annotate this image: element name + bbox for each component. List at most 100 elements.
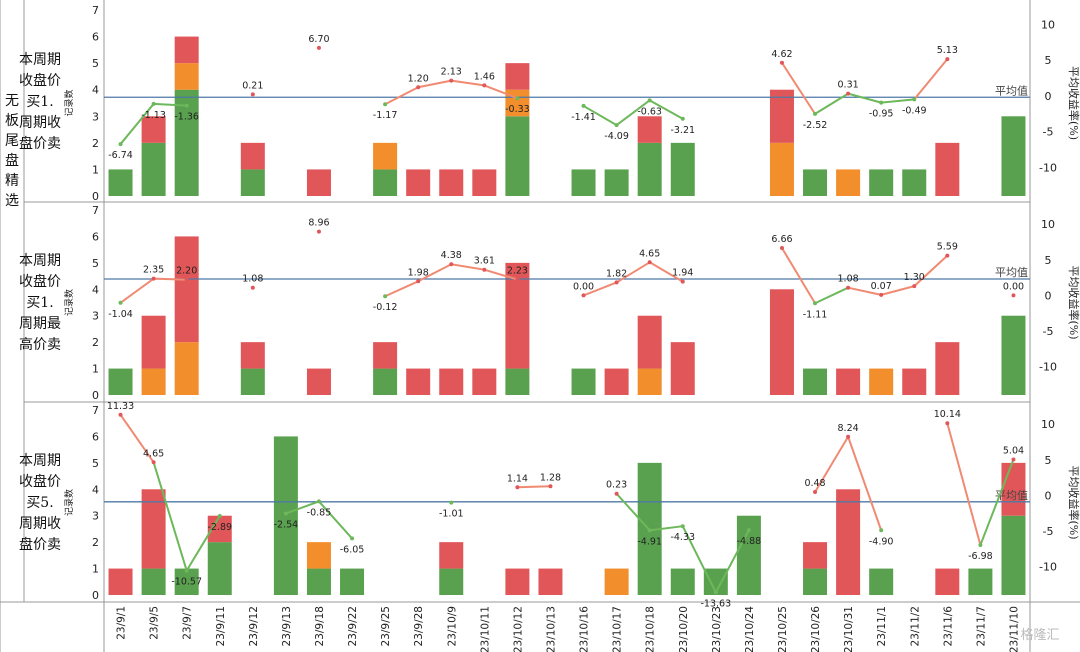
return-point <box>581 103 586 108</box>
return-point <box>118 300 123 305</box>
return-point <box>879 292 884 297</box>
return-point <box>316 45 321 50</box>
left-tick-label: 7 <box>92 4 99 17</box>
bar-red-segment <box>836 368 861 395</box>
return-line-segment <box>384 86 420 106</box>
left-tick-label: 3 <box>92 510 99 523</box>
return-line-segment <box>847 92 883 104</box>
bar-red-segment <box>141 116 166 143</box>
return-point <box>316 499 321 504</box>
bar-green-segment <box>803 169 828 196</box>
return-line-segment <box>152 277 188 281</box>
return-line-segment <box>847 286 883 296</box>
return-point <box>151 101 156 106</box>
bar-red-segment <box>505 262 530 369</box>
left-tick-label: 5 <box>92 457 99 470</box>
return-line-segment <box>384 280 420 298</box>
bar-red-segment <box>439 542 464 569</box>
return-point <box>945 57 950 62</box>
return-point <box>250 285 255 290</box>
return-line-segment <box>880 98 916 104</box>
x-tick-label: 23/11/6 <box>942 606 954 647</box>
bar-red-segment <box>306 169 331 196</box>
x-tick-label: 23/11/10 <box>1008 606 1020 652</box>
return-point <box>879 528 884 533</box>
return-point <box>151 460 156 465</box>
right-tick-label: -10 <box>1039 161 1057 174</box>
return-line-segment <box>483 268 519 281</box>
return-data-label: -3.21 <box>670 125 695 136</box>
return-data-label: -4.09 <box>604 131 629 142</box>
left-tick-label: 4 <box>92 84 99 97</box>
bar-orange-segment <box>637 368 662 395</box>
bar-green-segment <box>174 568 199 595</box>
bar-green-segment <box>637 142 662 196</box>
return-data-label: -2.52 <box>803 120 828 131</box>
return-point <box>184 103 189 108</box>
bar-red-segment <box>637 116 662 143</box>
left-axis-title: 记录数 <box>63 489 75 516</box>
return-line-segment <box>615 492 651 532</box>
right-tick-label: -5 <box>1043 525 1054 538</box>
return-line-segment <box>119 277 155 304</box>
x-tick-label: 23/10/17 <box>612 606 624 652</box>
left-tick-label: 2 <box>92 536 99 549</box>
left-tick-label: 2 <box>92 336 99 349</box>
return-point <box>846 91 851 96</box>
bar-green-segment <box>670 568 695 595</box>
return-data-label: -1.01 <box>439 509 464 520</box>
bar-green-segment <box>968 568 993 595</box>
return-line-segment <box>814 435 850 493</box>
return-point <box>184 277 189 282</box>
bar-red-segment <box>769 289 794 395</box>
return-data-label: -1.04 <box>108 309 133 320</box>
left-axis-title: 记录数 <box>63 289 75 316</box>
return-point <box>118 142 123 147</box>
return-point <box>647 528 652 533</box>
right-tick-label: -10 <box>1039 561 1057 574</box>
return-data-label: 0.31 <box>838 80 859 91</box>
return-point <box>746 528 751 533</box>
return-data-label: 1.82 <box>606 268 627 279</box>
left-tick-label: 1 <box>92 563 99 576</box>
x-tick-label: 23/9/18 <box>314 606 326 646</box>
return-line-segment <box>417 263 453 283</box>
return-line-segment <box>880 285 916 296</box>
return-data-label: 1.94 <box>672 268 693 279</box>
bar-green-segment <box>902 169 927 196</box>
return-line-segment <box>814 286 850 305</box>
return-line-segment <box>780 61 817 115</box>
x-tick-label: 23/10/26 <box>810 606 822 652</box>
bar-green-segment <box>1001 116 1026 196</box>
return-data-label: -1.17 <box>373 110 398 121</box>
return-point <box>779 245 784 250</box>
bar-red-segment <box>935 142 960 196</box>
return-point <box>184 568 189 573</box>
bar-green-segment <box>571 169 596 196</box>
return-line-segment <box>946 422 982 547</box>
left-tick-label: 3 <box>92 310 99 323</box>
return-data-label: 6.66 <box>771 234 792 245</box>
bar-red-segment <box>240 342 265 369</box>
return-data-label: -6.98 <box>968 551 993 562</box>
x-tick-label: 23/10/13 <box>545 606 557 652</box>
bar-red-segment <box>406 169 431 196</box>
left-tick-label: 0 <box>92 589 99 602</box>
return-data-label: 5.04 <box>1003 446 1024 457</box>
return-point <box>945 421 950 426</box>
return-data-label: -1.41 <box>571 112 596 123</box>
panel-label: 本周期收盘价买1.周期最高价卖 <box>19 253 61 353</box>
return-point <box>383 294 388 299</box>
return-data-label: 5.13 <box>937 45 958 56</box>
bar-orange-segment <box>604 568 629 595</box>
bar-green-segment <box>439 568 464 595</box>
return-data-label: -1.11 <box>803 309 828 320</box>
bar-red-segment <box>935 568 960 595</box>
x-tick-label: 23/11/2 <box>909 606 921 646</box>
return-line-segment <box>714 529 750 594</box>
bar-green-segment <box>207 542 232 595</box>
return-data-label: 1.98 <box>408 267 429 278</box>
bar-green-segment <box>306 568 331 595</box>
left-tick-label: 1 <box>92 363 99 376</box>
return-point <box>614 280 619 285</box>
